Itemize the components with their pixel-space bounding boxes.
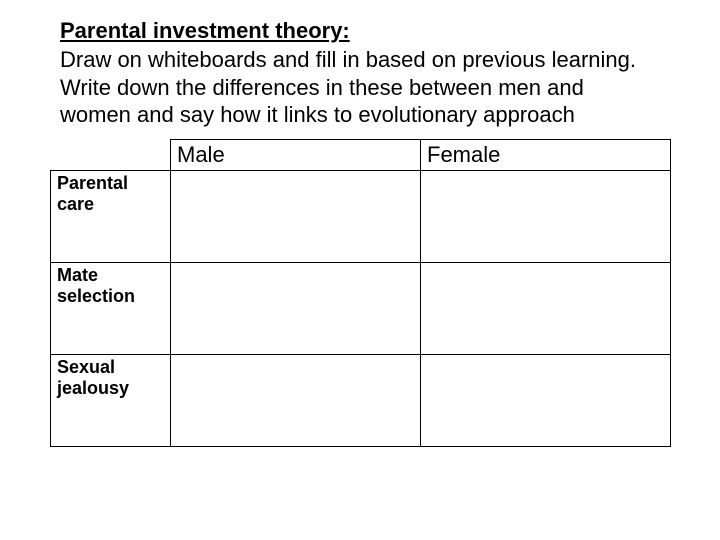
cell (171, 262, 421, 354)
row-header-sexual-jealousy: Sexual jealousy (51, 354, 171, 446)
table-corner-cell (51, 139, 171, 170)
table-row: Parental care (51, 170, 671, 262)
page-title: Parental investment theory: (60, 18, 670, 44)
cell (421, 262, 671, 354)
slide: Parental investment theory: Draw on whit… (0, 0, 720, 447)
table-header-row: Male Female (51, 139, 671, 170)
col-header-female: Female (421, 139, 671, 170)
cell (171, 354, 421, 446)
cell (171, 170, 421, 262)
instructions-text: Draw on whiteboards and fill in based on… (60, 46, 650, 129)
comparison-table: Male Female Parental care Mate selection… (50, 139, 671, 447)
cell (421, 170, 671, 262)
col-header-male: Male (171, 139, 421, 170)
row-header-parental-care: Parental care (51, 170, 171, 262)
table-row: Sexual jealousy (51, 354, 671, 446)
table-row: Mate selection (51, 262, 671, 354)
row-header-mate-selection: Mate selection (51, 262, 171, 354)
cell (421, 354, 671, 446)
